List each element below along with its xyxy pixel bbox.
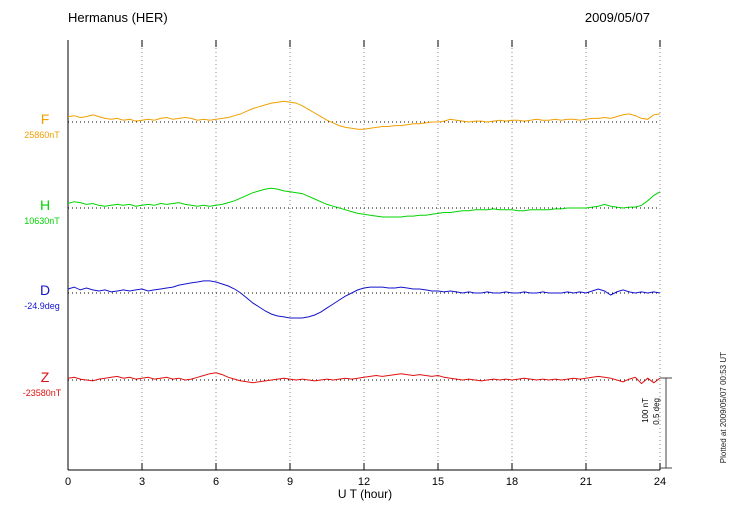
component-baseline-value-Z: -23580nT bbox=[23, 388, 62, 398]
component-baseline-value-F: 25860nT bbox=[24, 130, 60, 140]
scalebar-label-nt: 100 nT bbox=[641, 398, 650, 423]
x-tick-label: 9 bbox=[287, 476, 293, 488]
component-letter-D: D bbox=[40, 282, 50, 298]
x-tick-label: 6 bbox=[213, 476, 219, 488]
component-baseline-value-D: -24.9deg bbox=[24, 301, 60, 311]
x-tick-label: 0 bbox=[65, 476, 71, 488]
x-tick-label: 15 bbox=[432, 476, 444, 488]
component-baseline-value-H: 10630nT bbox=[24, 216, 60, 226]
scalebar-label-deg: 0.5 deg bbox=[652, 398, 661, 425]
trace-F bbox=[67, 100, 661, 130]
x-tick-label: 3 bbox=[139, 476, 145, 488]
station-title: Hermanus (HER) bbox=[68, 10, 168, 25]
plotted-at-note: Plotted at 2009/05/07 00:53 UT bbox=[719, 352, 728, 464]
observation-date: 2009/05/07 bbox=[584, 10, 650, 25]
trace-Z bbox=[67, 372, 661, 385]
x-tick-label: 18 bbox=[506, 476, 518, 488]
x-tick-label: 12 bbox=[358, 476, 370, 488]
trace-H bbox=[67, 187, 661, 218]
component-letter-H: H bbox=[40, 197, 50, 213]
component-letter-F: F bbox=[41, 111, 50, 127]
x-axis-label: U T (hour) bbox=[337, 487, 393, 501]
x-tick-label: 24 bbox=[654, 476, 666, 488]
component-letter-Z: Z bbox=[41, 369, 50, 385]
trace-D bbox=[67, 280, 661, 319]
x-tick-label: 21 bbox=[580, 476, 592, 488]
